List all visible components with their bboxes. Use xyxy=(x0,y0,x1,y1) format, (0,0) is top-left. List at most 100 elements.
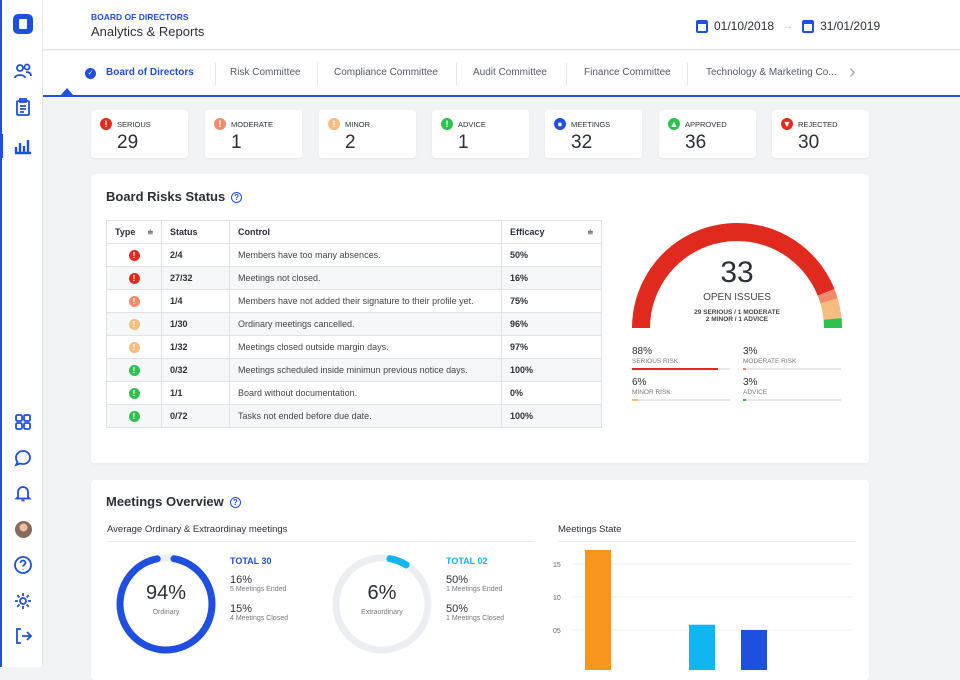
minor-icon: ! xyxy=(328,118,340,130)
serious-icon: ! xyxy=(100,118,112,130)
stat-value: 2 xyxy=(345,132,356,154)
meetings-state-chart: 20151005 xyxy=(553,550,863,670)
chart-icon[interactable] xyxy=(11,134,35,158)
ordinary-ended-label: 5 Meetings Ended xyxy=(230,586,288,593)
ordinary-closed-label: 4 Meetings Closed xyxy=(230,615,288,622)
y-tick-label: 05 xyxy=(553,628,561,635)
column-efficacy[interactable]: Efficacy ⩧ xyxy=(502,221,602,244)
tab-audit-committee[interactable]: Audit Committee xyxy=(473,67,547,78)
risk-breakdown-item: 6%MINOR RISK xyxy=(632,377,730,401)
stat-card-serious[interactable]: ! SERIOUS 29 xyxy=(91,110,188,158)
meetings-state-title: Meetings State xyxy=(558,524,856,542)
tab-board-of-directors[interactable]: Board of Directors xyxy=(106,67,194,78)
bell-icon[interactable] xyxy=(11,481,35,505)
avatar[interactable] xyxy=(11,517,35,541)
tab-technology-marketing-committee[interactable]: Technology & Marketing Co... xyxy=(706,67,837,78)
date-from[interactable]: 01/10/2018 xyxy=(714,19,774,33)
efficacy-cell: 0% xyxy=(502,382,602,405)
chat-icon[interactable] xyxy=(11,446,35,470)
stat-value: 29 xyxy=(117,132,138,154)
bar[interactable] xyxy=(689,625,715,670)
status-cell: 0/32 xyxy=(162,359,230,382)
help-icon[interactable]: ? xyxy=(230,497,241,508)
stat-card-advice[interactable]: ! ADVICE 1 xyxy=(432,110,529,158)
control-cell: Meetings not closed. xyxy=(230,267,502,290)
risk-progress-fill xyxy=(743,368,746,370)
minor-risk-icon: ! xyxy=(129,342,140,353)
column-type[interactable]: Type ⩧ xyxy=(107,221,162,244)
bar[interactable] xyxy=(741,630,767,670)
tab-compliance-committee[interactable]: Compliance Committee xyxy=(334,67,438,78)
column-status[interactable]: Status xyxy=(162,221,230,244)
gear-icon[interactable] xyxy=(11,589,35,613)
extraordinary-closed-pct: 50% xyxy=(446,603,504,615)
extraordinary-pct: 6% xyxy=(327,582,437,605)
header: BOARD OF DIRECTORS Analytics & Reports 0… xyxy=(43,0,960,50)
help-icon[interactable] xyxy=(11,553,35,577)
board-risks-card: Board Risks Status? Type ⩧ Status Contro… xyxy=(91,174,869,463)
page-title: Analytics & Reports xyxy=(91,24,204,39)
extraordinary-ended-pct: 50% xyxy=(446,574,504,586)
meetings-icon: ● xyxy=(554,118,566,130)
calendar-icon xyxy=(802,20,814,33)
date-to[interactable]: 31/01/2019 xyxy=(820,19,880,33)
clipboard-icon[interactable] xyxy=(11,95,35,119)
grid-icon[interactable] xyxy=(11,410,35,434)
section-title: Meetings Overview xyxy=(106,494,224,509)
stat-label: APPROVED xyxy=(685,120,727,129)
tab-risk-committee[interactable]: Risk Committee xyxy=(230,67,301,78)
filter-icon[interactable]: ⩧ xyxy=(148,227,153,238)
status-cell: 1/32 xyxy=(162,336,230,359)
efficacy-cell: 50% xyxy=(502,244,602,267)
efficacy-cell: 16% xyxy=(502,267,602,290)
stat-value: 32 xyxy=(571,132,592,154)
ordinary-ended-pct: 16% xyxy=(230,574,288,586)
stat-label: SERIOUS xyxy=(117,120,151,129)
bar[interactable] xyxy=(585,550,611,670)
y-tick-label: 15 xyxy=(553,562,561,569)
committee-tabs: ✓ Board of Directors Risk Committee Comp… xyxy=(43,51,960,97)
open-issues-line2: 2 MINOR / 1 ADVICE xyxy=(621,316,853,323)
stat-card-minor[interactable]: ! MINOR 2 xyxy=(319,110,416,158)
stat-label: MODERATE xyxy=(231,120,273,129)
advice-icon: ! xyxy=(441,118,453,130)
control-cell: Ordinary meetings cancelled. xyxy=(230,313,502,336)
serious-risk-icon: ! xyxy=(129,250,140,261)
moderate-risk-icon: ! xyxy=(129,296,140,307)
tab-finance-committee[interactable]: Finance Committee xyxy=(584,67,671,78)
users-icon[interactable] xyxy=(11,59,35,83)
control-cell: Tasks not ended before due date. xyxy=(230,405,502,428)
efficacy-cell: 96% xyxy=(502,313,602,336)
stat-label: MINOR xyxy=(345,120,370,129)
logo-icon[interactable] xyxy=(11,12,35,36)
stat-value: 1 xyxy=(458,132,469,154)
date-range[interactable]: 01/10/2018 → 31/01/2019 xyxy=(696,19,880,33)
logout-icon[interactable] xyxy=(11,624,35,648)
section-title: Board Risks Status? xyxy=(106,189,242,204)
risk-breakdown-item: 3%ADVICE xyxy=(743,377,841,401)
active-indicator xyxy=(0,134,3,158)
chevron-right-icon[interactable]: › xyxy=(849,61,856,84)
breadcrumb[interactable]: BOARD OF DIRECTORS xyxy=(91,12,189,22)
stat-value: 30 xyxy=(798,132,819,154)
risk-progress-fill xyxy=(743,399,746,401)
efficacy-cell: 100% xyxy=(502,405,602,428)
control-cell: Board without documentation. xyxy=(230,382,502,405)
column-control[interactable]: Control xyxy=(230,221,502,244)
help-icon[interactable]: ? xyxy=(231,192,242,203)
check-icon: ✓ xyxy=(85,68,96,79)
filter-icon[interactable]: ⩧ xyxy=(588,227,593,238)
stat-label: ADVICE xyxy=(458,120,486,129)
